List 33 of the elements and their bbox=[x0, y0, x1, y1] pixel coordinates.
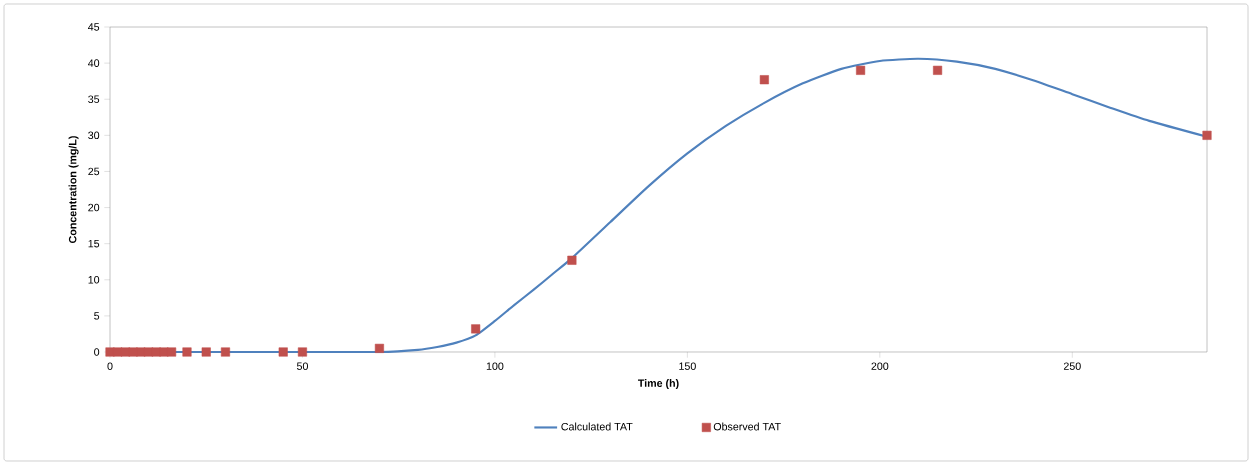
point bbox=[856, 65, 866, 75]
point bbox=[759, 75, 769, 85]
y-tick-label: 30 bbox=[88, 131, 100, 140]
y-axis-title: Concentration (mg/L) bbox=[68, 136, 79, 243]
y-tick-label: 40 bbox=[87, 59, 100, 67]
y-tick-label: 35 bbox=[88, 95, 100, 103]
point bbox=[201, 347, 211, 357]
x-tick-label: 200 bbox=[871, 362, 889, 370]
point bbox=[567, 255, 577, 265]
y-tick-label: 15 bbox=[88, 239, 100, 248]
x-tick-label: 250 bbox=[1063, 362, 1081, 370]
x-axis-title: Time (h) bbox=[637, 379, 679, 390]
y-tick-label: 10 bbox=[88, 276, 100, 284]
y-tick-label: 20 bbox=[88, 203, 100, 212]
legend-label: Calculated TAT bbox=[561, 422, 633, 431]
y-tick-label: 0 bbox=[94, 348, 100, 356]
point bbox=[933, 65, 943, 75]
point bbox=[374, 343, 384, 353]
y-tick-label: 5 bbox=[94, 312, 100, 320]
point bbox=[297, 347, 307, 357]
y-tick-label: 45 bbox=[87, 23, 100, 31]
x-tick-label: 0 bbox=[107, 362, 113, 370]
point bbox=[182, 347, 192, 357]
x-tick-label: 150 bbox=[679, 362, 696, 370]
y-tick-label: 25 bbox=[88, 167, 100, 176]
point bbox=[220, 347, 231, 357]
legend-label: Observed TAT bbox=[713, 422, 781, 431]
point bbox=[471, 324, 481, 334]
point bbox=[167, 347, 177, 357]
point bbox=[278, 347, 288, 357]
x-tick-label: 50 bbox=[296, 362, 308, 370]
point bbox=[1202, 130, 1212, 140]
x-tick-label: 100 bbox=[486, 362, 504, 370]
